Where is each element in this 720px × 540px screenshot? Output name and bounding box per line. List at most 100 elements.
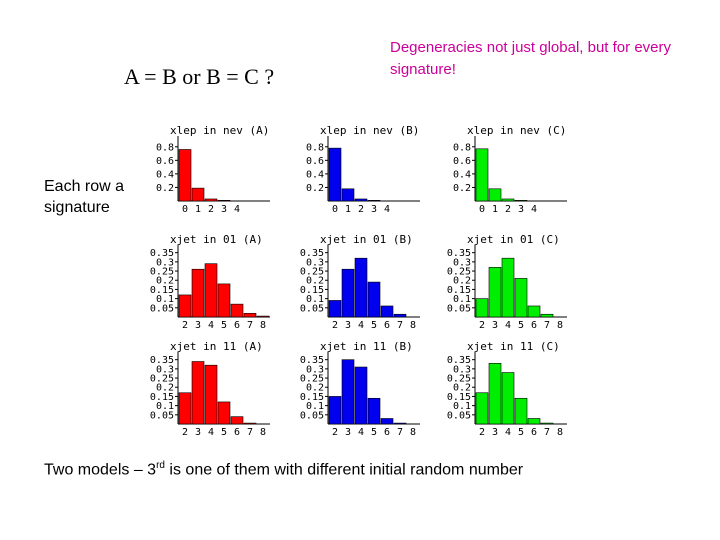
x-tick-label: 5 xyxy=(518,320,524,331)
y-tick-label: 0.1 xyxy=(306,294,324,305)
y-tick-label: 0.1 xyxy=(453,294,471,305)
x-tick-label: 1 xyxy=(492,204,498,215)
chart-title: xlep in nev (B) xyxy=(320,124,419,137)
caption-sup: rd xyxy=(156,460,165,471)
x-tick-label: 7 xyxy=(247,320,253,331)
y-tick-label: 0.4 xyxy=(156,169,174,180)
x-tick-label: 8 xyxy=(557,427,563,438)
y-tick-label: 0.1 xyxy=(156,294,174,305)
histogram-bar xyxy=(501,198,515,202)
equation-heading: A = B or B = C ? xyxy=(124,64,275,89)
histogram-bar xyxy=(243,422,257,425)
x-tick-label: 8 xyxy=(410,427,416,438)
y-tick-label: 0.3 xyxy=(453,257,471,268)
y-tick-label: 0.1 xyxy=(306,401,324,412)
y-tick-label: 0.15 xyxy=(150,392,174,403)
histogram-bar xyxy=(341,188,355,202)
x-tick-label: 6 xyxy=(384,320,390,331)
x-tick-label: 0 xyxy=(479,204,485,215)
x-tick-label: 3 xyxy=(195,427,201,438)
y-tick-label: 0.6 xyxy=(156,156,174,167)
chart-title: xjet in 11 (A) xyxy=(170,340,263,353)
histogram-bar xyxy=(367,397,381,425)
histogram-bar xyxy=(540,313,554,318)
x-tick-label: 5 xyxy=(221,320,227,331)
histogram-bar xyxy=(328,300,342,318)
histogram-bar xyxy=(514,278,528,318)
histogram-bar xyxy=(475,148,489,202)
x-tick-label: 5 xyxy=(371,427,377,438)
histogram-bar xyxy=(514,200,528,202)
y-tick-label: 0.4 xyxy=(453,169,471,180)
x-tick-label: 6 xyxy=(531,427,537,438)
x-tick-label: 4 xyxy=(208,427,214,438)
x-tick-label: 6 xyxy=(234,427,240,438)
y-tick-label: 0.15 xyxy=(150,285,174,296)
y-tick-label: 0.15 xyxy=(300,392,324,403)
histogram-bar xyxy=(354,198,368,202)
x-tick-label: 2 xyxy=(208,204,214,215)
y-tick-label: 0.2 xyxy=(156,183,174,194)
y-tick-label: 0.2 xyxy=(453,383,471,394)
x-tick-label: 4 xyxy=(505,427,511,438)
x-tick-label: 3 xyxy=(221,204,227,215)
x-tick-label: 3 xyxy=(371,204,377,215)
histogram-bar xyxy=(204,263,218,318)
x-tick-label: 5 xyxy=(221,427,227,438)
x-tick-label: 8 xyxy=(410,320,416,331)
y-tick-label: 0.35 xyxy=(150,355,174,366)
y-tick-label: 0.4 xyxy=(306,169,324,180)
y-tick-label: 0.05 xyxy=(150,303,174,314)
histogram-bar xyxy=(354,257,368,318)
y-tick-label: 0.35 xyxy=(300,355,324,366)
histogram-bar xyxy=(191,361,205,425)
x-tick-label: 3 xyxy=(518,204,524,215)
histogram-bar xyxy=(488,267,502,318)
histogram-bar xyxy=(367,281,381,318)
histogram-bar xyxy=(341,359,355,425)
histogram-bar xyxy=(540,422,554,425)
x-tick-label: 4 xyxy=(358,427,364,438)
histogram-bar xyxy=(204,364,218,425)
y-tick-label: 0.2 xyxy=(453,276,471,287)
histogram-bar xyxy=(488,363,502,425)
x-tick-label: 3 xyxy=(345,427,351,438)
histogram-bar xyxy=(217,401,231,425)
x-tick-label: 2 xyxy=(182,320,188,331)
y-tick-label: 0.8 xyxy=(156,142,174,153)
y-tick-label: 0.1 xyxy=(156,401,174,412)
x-tick-label: 1 xyxy=(195,204,201,215)
degeneracy-note: Degeneracies not just global, but for ev… xyxy=(390,39,671,78)
y-tick-label: 0.8 xyxy=(453,142,471,153)
histogram-bar xyxy=(527,305,541,318)
x-tick-label: 5 xyxy=(518,427,524,438)
x-tick-label: 1 xyxy=(345,204,351,215)
x-tick-label: 3 xyxy=(492,320,498,331)
x-tick-label: 4 xyxy=(234,204,240,215)
x-tick-label: 4 xyxy=(505,320,511,331)
histogram-bar xyxy=(393,422,407,425)
histogram-bar xyxy=(256,315,270,318)
histogram-bar xyxy=(367,200,381,202)
y-tick-label: 0.05 xyxy=(447,303,471,314)
x-tick-label: 7 xyxy=(544,320,550,331)
y-tick-label: 0.2 xyxy=(306,383,324,394)
x-tick-label: 4 xyxy=(531,204,537,215)
y-tick-label: 0.8 xyxy=(306,142,324,153)
x-tick-label: 6 xyxy=(531,320,537,331)
x-tick-label: 3 xyxy=(195,320,201,331)
histogram-bar xyxy=(217,283,231,318)
y-tick-label: 0.2 xyxy=(156,383,174,394)
y-tick-label: 0.25 xyxy=(447,374,471,385)
x-tick-label: 2 xyxy=(358,204,364,215)
y-tick-label: 0.05 xyxy=(150,410,174,421)
x-tick-label: 6 xyxy=(234,320,240,331)
y-tick-label: 0.6 xyxy=(453,156,471,167)
y-tick-label: 0.3 xyxy=(306,257,324,268)
histogram-bar xyxy=(191,187,205,202)
y-tick-label: 0.2 xyxy=(306,183,324,194)
y-tick-label: 0.35 xyxy=(150,248,174,259)
x-tick-label: 7 xyxy=(397,427,403,438)
y-tick-label: 0.3 xyxy=(156,364,174,375)
histogram-bar xyxy=(328,147,342,202)
